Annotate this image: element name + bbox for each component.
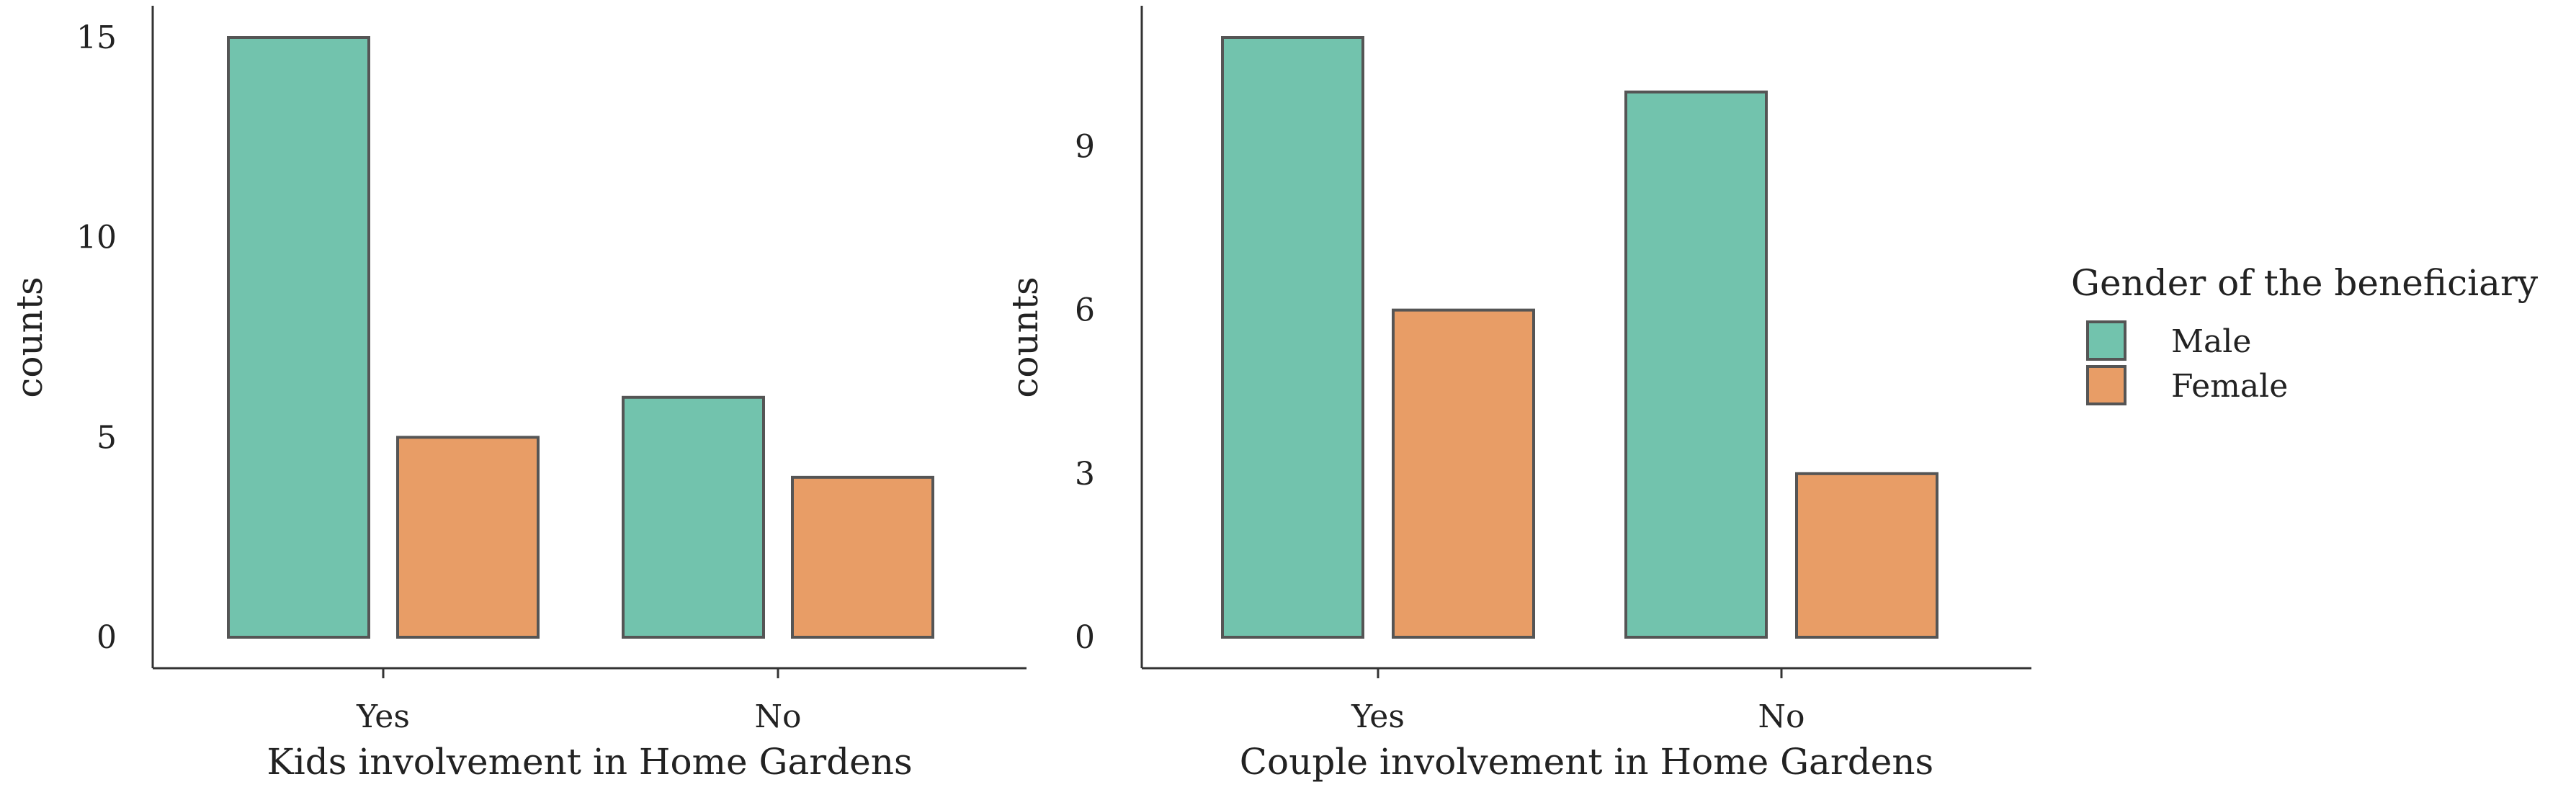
x-tick-label: No [755,698,802,735]
legend-title: Gender of the beneficiary [2071,262,2539,304]
x-axis-title: Couple involvement in Home Gardens [1240,741,1933,783]
legend-label-female: Female [2171,368,2288,405]
y-tick-label: 5 [97,419,117,456]
x-tick-label: Yes [356,698,410,735]
chart-panel-1: 0 5 10 15 Yes No Kids involvement in Home Gard… [9,6,1027,783]
legend: Gender of the beneficiary Male Female [2071,262,2539,405]
bar-female-no [791,475,934,639]
y-tick-label: 6 [1075,292,1095,329]
x-tick-label: Yes [1351,698,1405,735]
x-axis-title: Kids involvement in Home Gardens [267,741,912,783]
bar-male-no [1624,90,1768,639]
y-axis-title: counts [1004,276,1046,397]
y-tick-label: 0 [1075,619,1095,656]
chart-panel-2: 0 3 6 9 Yes No Couple involvement in Home Gard… [1004,6,2031,783]
y-tick-label: 15 [76,19,117,56]
legend-swatch-female [2086,365,2126,405]
legend-label-male: Male [2171,323,2251,360]
y-tick-label: 3 [1075,456,1095,493]
x-tick-label: No [1758,698,1805,735]
y-tick-label: 10 [76,220,117,256]
bar-female-no [1795,472,1938,639]
bar-female-yes [396,436,540,639]
y-tick-label: 0 [97,619,117,656]
legend-swatch-male [2086,320,2126,361]
y-axis-title: counts [9,276,50,397]
bar-male-yes [227,36,370,639]
bar-male-no [622,395,765,639]
y-tick-label: 9 [1075,128,1095,165]
bar-female-yes [1392,308,1535,639]
bar-male-yes [1221,36,1364,639]
